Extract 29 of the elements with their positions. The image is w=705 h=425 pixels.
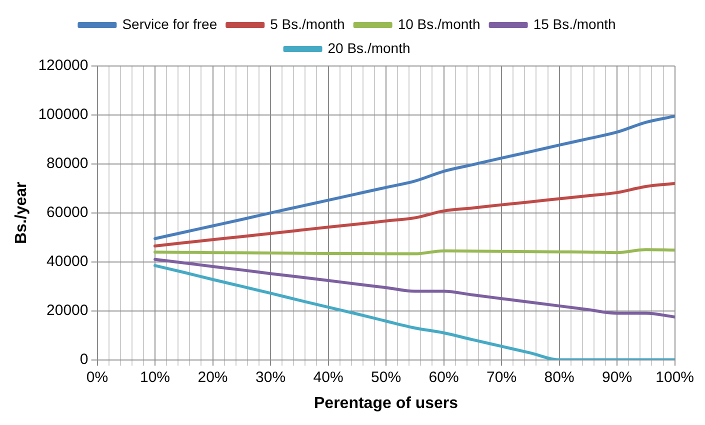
x-tick-label: 40%: [313, 368, 344, 386]
x-axis-title: Perentage of users: [314, 394, 458, 412]
y-tick-label: 40000: [46, 253, 88, 270]
x-tick-label: 30%: [256, 368, 286, 386]
line-series: [154, 258, 675, 318]
x-tick-label: 90%: [602, 368, 632, 386]
x-tick-label: 70%: [486, 368, 517, 386]
x-tick-label: 20%: [198, 368, 228, 386]
line-series: [154, 114, 675, 240]
x-tick-label: 50%: [371, 368, 402, 386]
legend-label: Service for free: [122, 16, 218, 32]
y-tick-label: 0: [80, 350, 88, 368]
x-tick-label: 10%: [140, 368, 170, 386]
line-series: [154, 264, 675, 360]
y-tick-label: 120000: [38, 57, 88, 74]
x-tick-label: 80%: [544, 368, 574, 386]
x-tick-label: 0%: [86, 368, 108, 386]
y-tick-label: 100000: [38, 106, 88, 124]
y-axis-title: Bs./year: [13, 182, 30, 244]
line-series: [154, 182, 675, 248]
legend-label: 15 Bs./month: [533, 16, 616, 32]
legend-label: 10 Bs./month: [398, 16, 480, 32]
y-tick-label: 20000: [46, 302, 88, 319]
x-tick-label: 100%: [656, 368, 694, 386]
legend-label: 5 Bs./month: [270, 16, 345, 32]
x-tick-label: 60%: [428, 368, 459, 386]
y-tick-label: 80000: [46, 155, 88, 172]
y-tick-label: 60000: [46, 204, 88, 222]
legend-label: 20 Bs./month: [328, 40, 410, 56]
